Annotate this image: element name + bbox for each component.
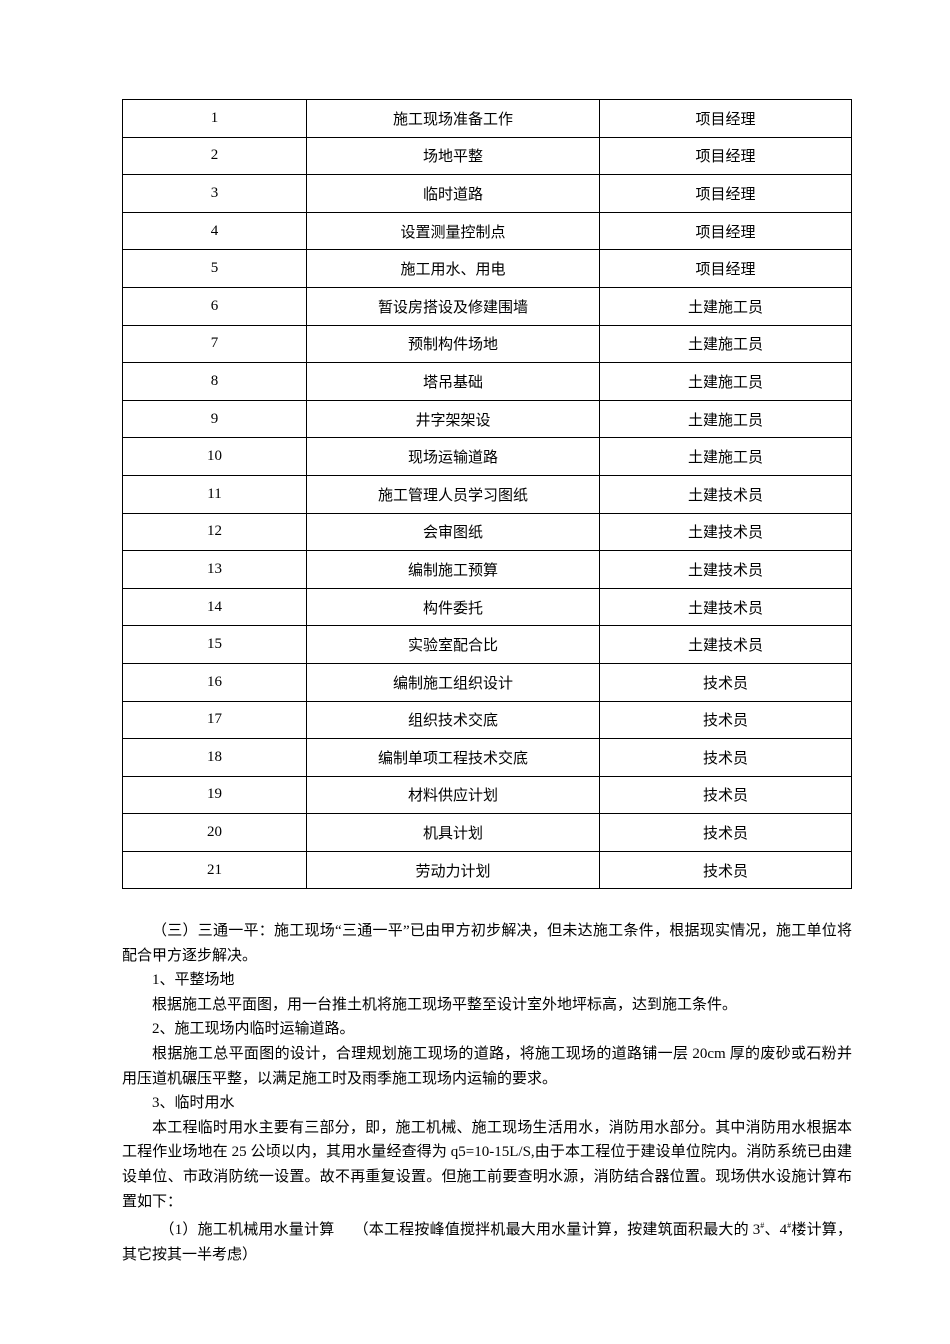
table-row: 6 暂设房搭设及修建围墙 土建施工员 <box>122 286 852 326</box>
task-cell: 构件委托 <box>306 587 600 627</box>
task-cell: 临时道路 <box>306 174 600 213</box>
task-cell: 实验室配合比 <box>306 625 600 664</box>
table-row: 9 井字架架设 土建施工员 <box>122 399 852 439</box>
table-row: 1 施工现场准备工作 项目经理 <box>122 99 852 138</box>
index-cell: 2 <box>122 136 307 176</box>
responsible-cell: 土建技术员 <box>599 587 852 627</box>
index-cell: 1 <box>122 99 307 138</box>
index-cell: 7 <box>122 324 307 364</box>
table-row: 3 临时道路 项目经理 <box>122 174 852 213</box>
index-cell: 9 <box>122 399 307 439</box>
responsible-cell: 土建技术员 <box>599 474 852 514</box>
responsible-cell: 项目经理 <box>599 136 852 176</box>
responsible-cell: 技术员 <box>599 850 852 890</box>
task-cell: 编制施工预算 <box>306 550 600 589</box>
responsible-cell: 技术员 <box>599 662 852 702</box>
task-cell: 组织技术交底 <box>306 700 600 740</box>
table-row: 7 预制构件场地 土建施工员 <box>122 324 852 364</box>
index-cell: 17 <box>122 700 307 740</box>
responsible-cell: 土建施工员 <box>599 399 852 439</box>
task-cell: 机具计划 <box>306 813 600 852</box>
task-cell: 编制施工组织设计 <box>306 662 600 702</box>
responsible-cell: 项目经理 <box>599 249 852 288</box>
index-cell: 15 <box>122 625 307 664</box>
index-cell: 21 <box>122 850 307 890</box>
table-row: 17 组织技术交底 技术员 <box>122 700 852 740</box>
task-cell: 暂设房搭设及修建围墙 <box>306 286 600 326</box>
task-cell: 预制构件场地 <box>306 324 600 364</box>
table-row: 13 编制施工预算 土建技术员 <box>122 550 852 589</box>
task-cell: 材料供应计划 <box>306 775 600 815</box>
task-cell: 施工现场准备工作 <box>306 99 600 138</box>
body-text: （三）三通一平：施工现场“三通一平”已由甲方初步解决，但未达施工条件，根据现实情… <box>122 919 852 1267</box>
text-segment: 、4 <box>764 1222 788 1239</box>
responsible-cell: 土建施工员 <box>599 362 852 401</box>
table-row: 15 实验室配合比 土建技术员 <box>122 625 852 664</box>
responsible-cell: 土建施工员 <box>599 324 852 364</box>
index-cell: 5 <box>122 249 307 288</box>
table-row: 5 施工用水、用电 项目经理 <box>122 249 852 288</box>
responsible-cell: 技术员 <box>599 775 852 815</box>
index-cell: 14 <box>122 587 307 627</box>
responsible-cell: 土建技术员 <box>599 512 852 552</box>
responsible-cell: 技术员 <box>599 700 852 740</box>
task-cell: 井字架架设 <box>306 399 600 439</box>
task-cell: 施工管理人员学习图纸 <box>306 474 600 514</box>
responsible-cell: 土建施工员 <box>599 437 852 476</box>
paragraph-machine-water: （1）施工机械用水量计算 （本工程按峰值搅拌机最大用水量计算，按建筑面积最大的 … <box>122 1214 852 1267</box>
paragraph-temporary-road: 根据施工总平面图的设计，合理规划施工现场的道路，将施工现场的道路铺一层 20cm… <box>122 1045 852 1087</box>
index-cell: 8 <box>122 362 307 401</box>
task-cell: 编制单项工程技术交底 <box>306 738 600 777</box>
table-row: 20 机具计划 技术员 <box>122 813 852 852</box>
table-row: 2 场地平整 项目经理 <box>122 136 852 176</box>
table-row: 16 编制施工组织设计 技术员 <box>122 662 852 702</box>
table-row: 4 设置测量控制点 项目经理 <box>122 211 852 251</box>
superscript: # <box>787 1221 792 1231</box>
index-cell: 10 <box>122 437 307 476</box>
table-row: 12 会审图纸 土建技术员 <box>122 512 852 552</box>
table-row: 8 塔吊基础 土建施工员 <box>122 362 852 401</box>
index-cell: 13 <box>122 550 307 589</box>
table-row: 11 施工管理人员学习图纸 土建技术员 <box>122 474 852 514</box>
index-cell: 20 <box>122 813 307 852</box>
index-cell: 3 <box>122 174 307 213</box>
responsible-cell: 技术员 <box>599 738 852 777</box>
paragraph-three-connections: （三）三通一平：施工现场“三通一平”已由甲方初步解决，但未达施工条件，根据现实情… <box>122 923 852 964</box>
task-cell: 场地平整 <box>306 136 600 176</box>
text-segment: 楼计算，其它按其一半考虑） <box>122 1222 852 1263</box>
index-cell: 6 <box>122 286 307 326</box>
task-cell: 设置测量控制点 <box>306 211 600 251</box>
heading-level-site: 1、平整场地 <box>152 972 235 989</box>
task-cell: 劳动力计划 <box>306 850 600 890</box>
text-segment: （1）施工机械用水量计算 （本工程按峰值搅拌机最大用水量计算，按建筑面积最大的 … <box>159 1222 761 1239</box>
superscript: # <box>760 1221 765 1231</box>
heading-temporary-water: 3、临时用水 <box>152 1095 235 1112</box>
responsible-cell: 项目经理 <box>599 211 852 251</box>
table-row: 18 编制单项工程技术交底 技术员 <box>122 738 852 777</box>
responsible-cell: 项目经理 <box>599 99 852 138</box>
index-cell: 12 <box>122 512 307 552</box>
index-cell: 16 <box>122 662 307 702</box>
paragraph-level-site: 根据施工总平面图，用一台推土机将施工现场平整至设计室外地坪标高，达到施工条件。 <box>152 996 738 1013</box>
task-assignment-table: 1 施工现场准备工作 项目经理 2 场地平整 项目经理 3 临时道路 项目经理 4 设置测量控制点项… <box>122 99 852 890</box>
responsible-cell: 土建施工员 <box>599 286 852 326</box>
index-cell: 18 <box>122 738 307 777</box>
index-cell: 11 <box>122 474 307 514</box>
task-cell: 现场运输道路 <box>306 437 600 476</box>
responsible-cell: 土建技术员 <box>599 625 852 664</box>
task-cell: 会审图纸 <box>306 512 600 552</box>
index-cell: 19 <box>122 775 307 815</box>
table-row: 19 材料供应计划 技术员 <box>122 775 852 815</box>
table-row: 14 构件委托 土建技术员 <box>122 587 852 627</box>
table-row: 21 劳动力计划 技术员 <box>122 850 852 890</box>
task-cell: 塔吊基础 <box>306 362 600 401</box>
task-cell: 施工用水、用电 <box>306 249 600 288</box>
responsible-cell: 技术员 <box>599 813 852 852</box>
index-cell: 4 <box>122 211 307 251</box>
paragraph-temporary-water: 本工程临时用水主要有三部分，即，施工机械、施工现场生活用水，消防用水部分。其中消… <box>122 1119 852 1210</box>
heading-temporary-road: 2、施工现场内临时运输道路。 <box>152 1021 355 1038</box>
table-row: 10 现场运输道路 土建施工员 <box>122 437 852 476</box>
responsible-cell: 项目经理 <box>599 174 852 213</box>
responsible-cell: 土建技术员 <box>599 550 852 589</box>
